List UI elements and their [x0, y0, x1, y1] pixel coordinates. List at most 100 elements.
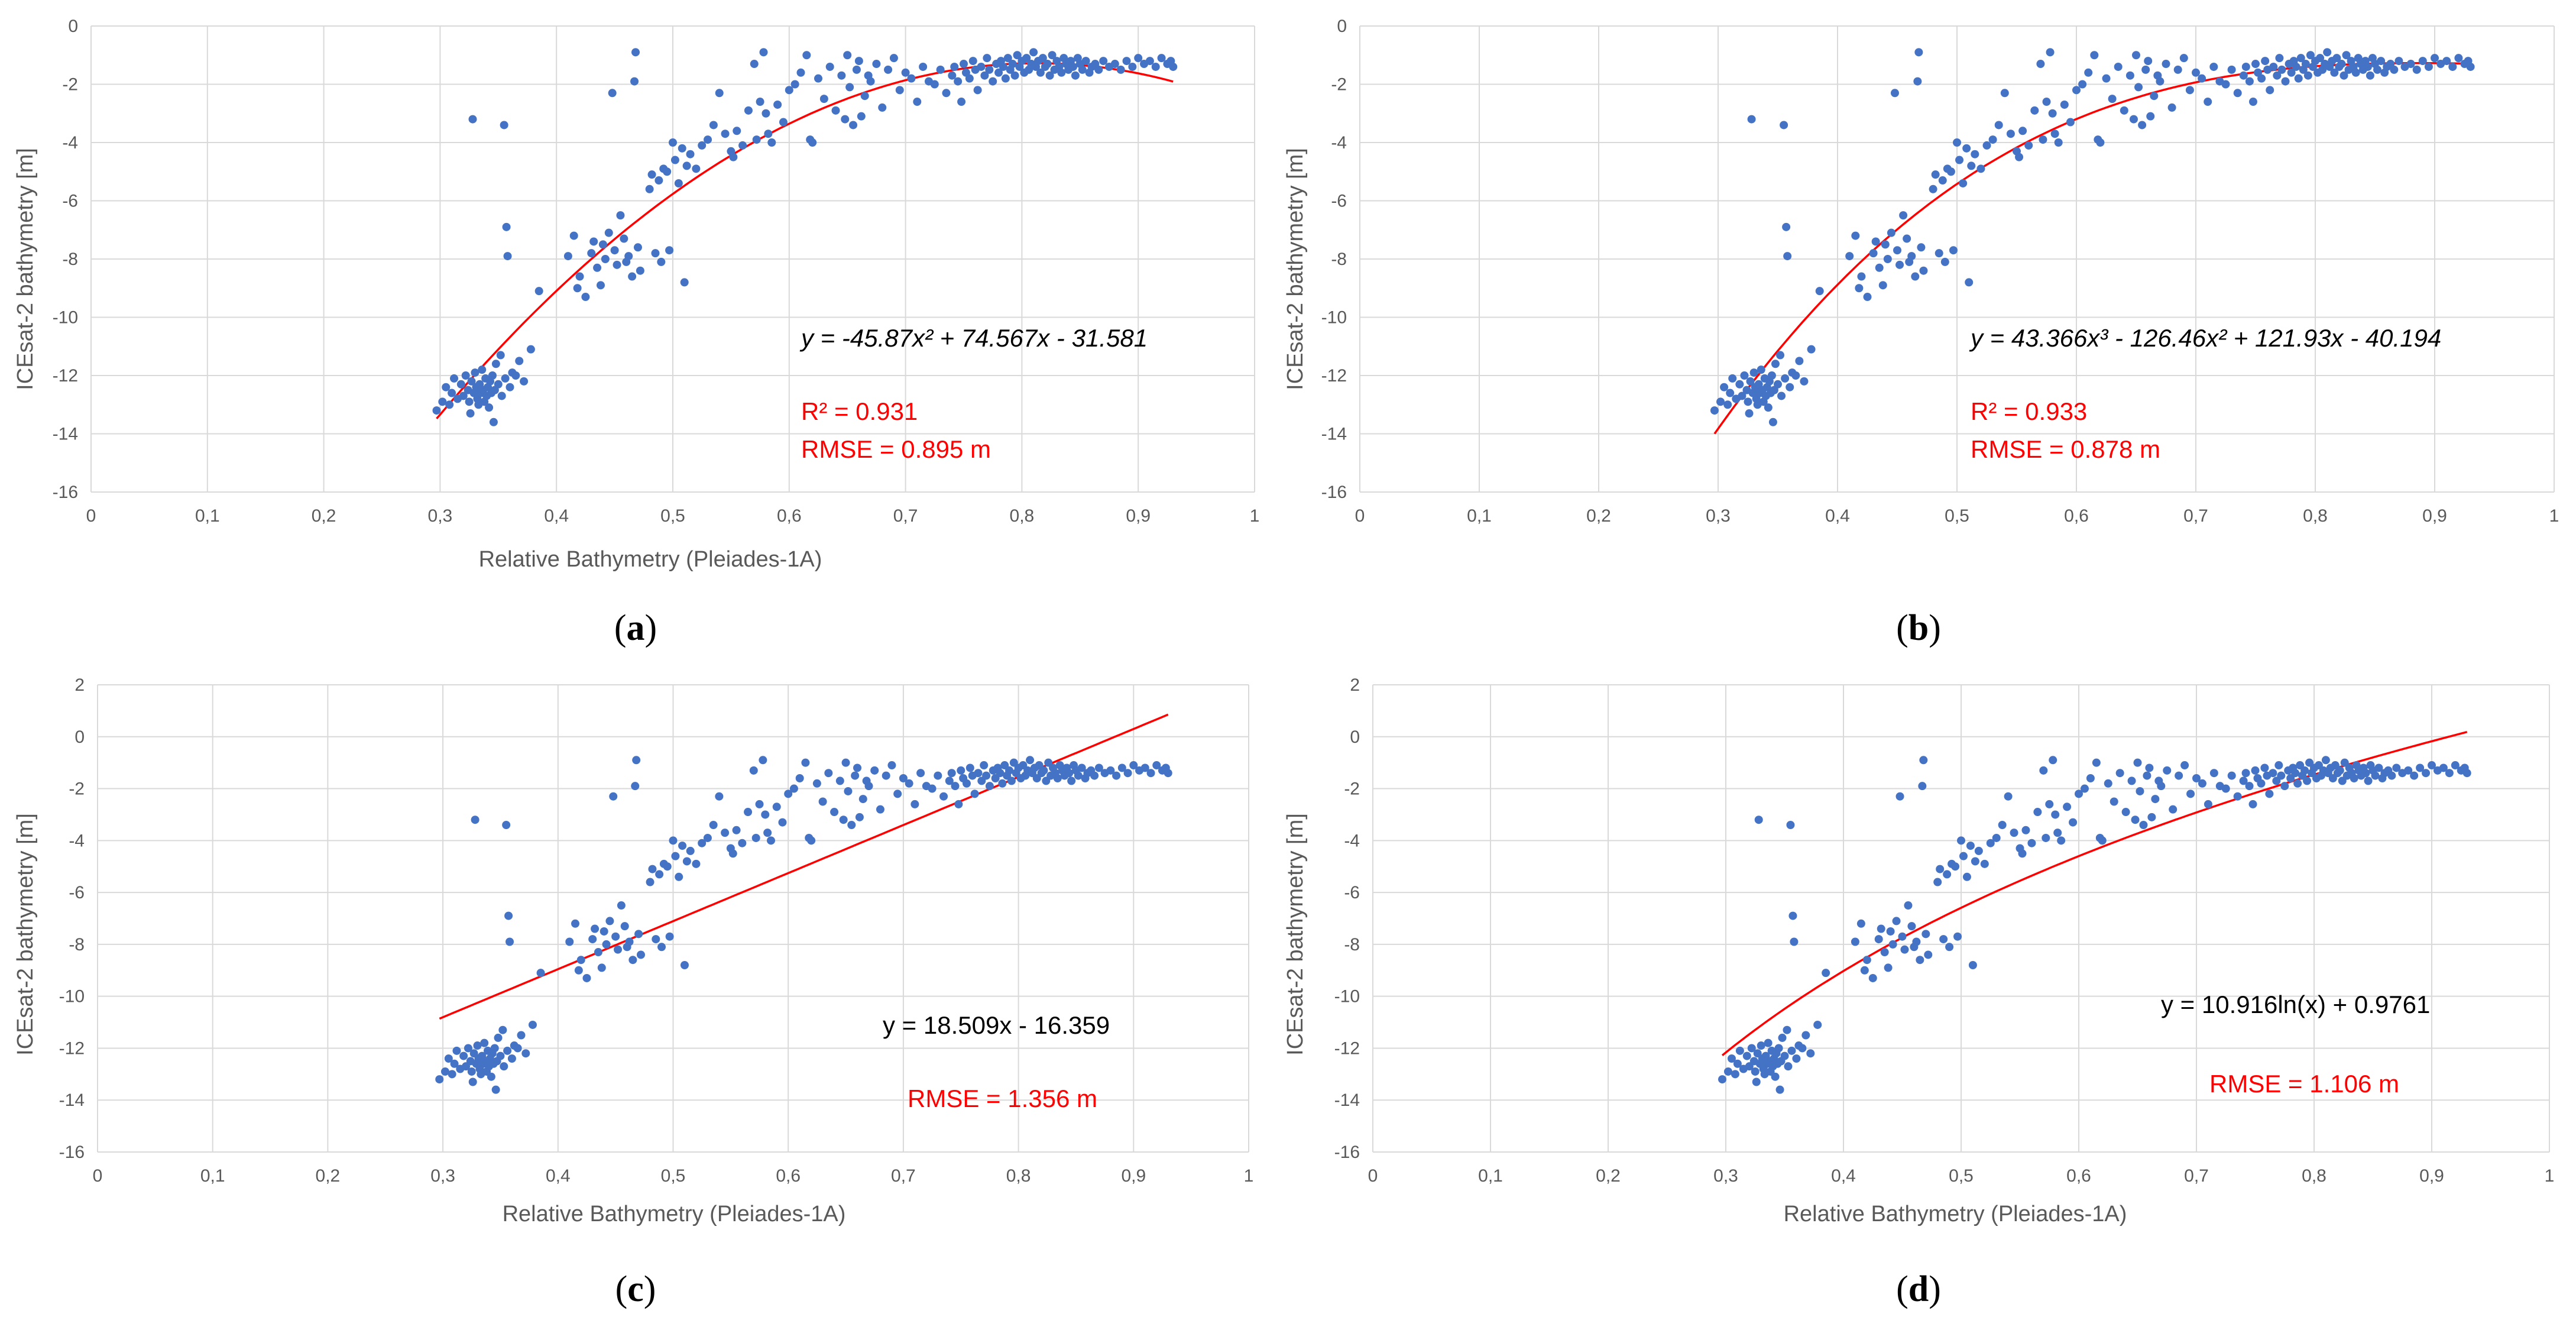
data-point — [1966, 842, 1975, 850]
data-point — [2173, 65, 2182, 74]
data-point — [1778, 1033, 1787, 1042]
data-point — [2303, 776, 2312, 785]
data-point — [2316, 54, 2325, 63]
data-point — [686, 150, 695, 158]
x-tick-label: 0,4 — [544, 506, 569, 526]
data-point — [764, 130, 773, 138]
data-point — [1731, 1070, 1739, 1079]
data-point — [1792, 1054, 1801, 1063]
data-point — [2287, 68, 2296, 77]
data-point — [756, 98, 764, 106]
data-point — [1788, 911, 1797, 920]
x-axis-label: Relative Bathymetry (Pleiades-1A) — [479, 547, 822, 572]
data-point — [582, 973, 591, 982]
data-point — [494, 380, 503, 389]
y-tick-label: -6 — [62, 192, 78, 211]
data-point — [761, 810, 770, 819]
data-point — [1976, 164, 1985, 173]
data-point — [2075, 789, 2083, 798]
data-point — [2027, 839, 2036, 847]
data-point — [442, 383, 451, 391]
data-point — [440, 1067, 449, 1076]
data-point — [657, 257, 666, 266]
data-point — [2248, 800, 2257, 808]
data-point — [1065, 769, 1074, 778]
data-point — [594, 948, 602, 957]
panel-d: 2 0 -2 -4 -6 -8 -10 -12 -14 -16 0 0,1 0,2 0,3 0,4 0,5 0… — [1283, 675, 2554, 1309]
data-point — [2084, 68, 2093, 77]
data-point — [2462, 769, 2471, 778]
data-point — [789, 784, 798, 793]
data-point — [611, 932, 620, 941]
data-point — [467, 1067, 476, 1076]
data-point — [907, 74, 916, 83]
y-tick-label: -12 — [1321, 366, 1347, 386]
x-tick-label: 1 — [2549, 506, 2559, 526]
data-point — [1980, 859, 1989, 868]
rmse-label: RMSE = 1.106 m — [2209, 1070, 2399, 1098]
data-point — [2098, 836, 2107, 845]
x-tick-label: 0,4 — [1831, 1166, 1856, 1186]
x-tick-label: 0,8 — [1006, 1166, 1031, 1186]
data-point — [847, 821, 856, 829]
data-point — [2233, 89, 2242, 98]
data-point — [616, 211, 625, 220]
data-point — [468, 115, 477, 124]
data-point — [2293, 779, 2302, 788]
data-point — [1740, 371, 1749, 380]
x-tick-label: 0,9 — [1126, 506, 1151, 526]
data-point — [2033, 808, 2042, 817]
data-point — [2145, 763, 2154, 772]
data-point — [1781, 374, 1790, 383]
x-tick-label: 0,5 — [660, 506, 685, 526]
data-point — [573, 284, 582, 293]
data-point — [1767, 371, 1776, 380]
data-point — [2147, 813, 2156, 821]
data-point — [670, 156, 679, 164]
data-point — [2045, 800, 2054, 808]
data-point — [744, 808, 753, 817]
data-point — [2186, 789, 2195, 798]
data-point — [2300, 766, 2309, 775]
data-point — [1962, 872, 1971, 881]
y-tick-label: -4 — [1331, 133, 1347, 153]
data-point — [2392, 763, 2401, 772]
data-point — [565, 937, 574, 946]
data-point — [478, 365, 487, 374]
data-point — [2021, 826, 2030, 834]
data-point — [989, 77, 997, 86]
data-point — [1716, 397, 1725, 406]
data-point — [2054, 138, 2063, 147]
data-point — [1776, 351, 1785, 360]
data-point — [680, 961, 689, 969]
data-point — [1757, 1041, 1765, 1050]
data-point — [1907, 922, 1916, 931]
data-point — [2092, 758, 2101, 767]
data-point — [1791, 371, 1800, 380]
data-point — [934, 771, 942, 780]
data-point — [2301, 60, 2310, 69]
y-tick-label: -6 — [1344, 883, 1360, 902]
data-point — [1917, 243, 1926, 252]
data-point — [601, 255, 610, 263]
data-point — [703, 833, 712, 842]
data-point — [2337, 60, 2346, 69]
data-point — [630, 77, 639, 86]
data-point — [939, 792, 948, 801]
data-point — [1911, 272, 1920, 281]
data-point — [2163, 766, 2172, 775]
data-point — [598, 240, 607, 249]
data-point — [589, 237, 598, 246]
data-point — [2139, 821, 2148, 829]
data-point — [502, 821, 511, 829]
data-point — [2221, 80, 2230, 89]
x-tick-label: 1 — [1244, 1166, 1254, 1186]
data-point — [1007, 776, 1016, 785]
data-point — [1117, 763, 1126, 772]
data-point — [602, 940, 611, 949]
data-point — [489, 418, 498, 426]
data-point — [503, 252, 512, 261]
panel-letter: d — [1908, 1269, 1929, 1309]
data-point — [2180, 761, 2189, 770]
data-point — [587, 249, 596, 258]
